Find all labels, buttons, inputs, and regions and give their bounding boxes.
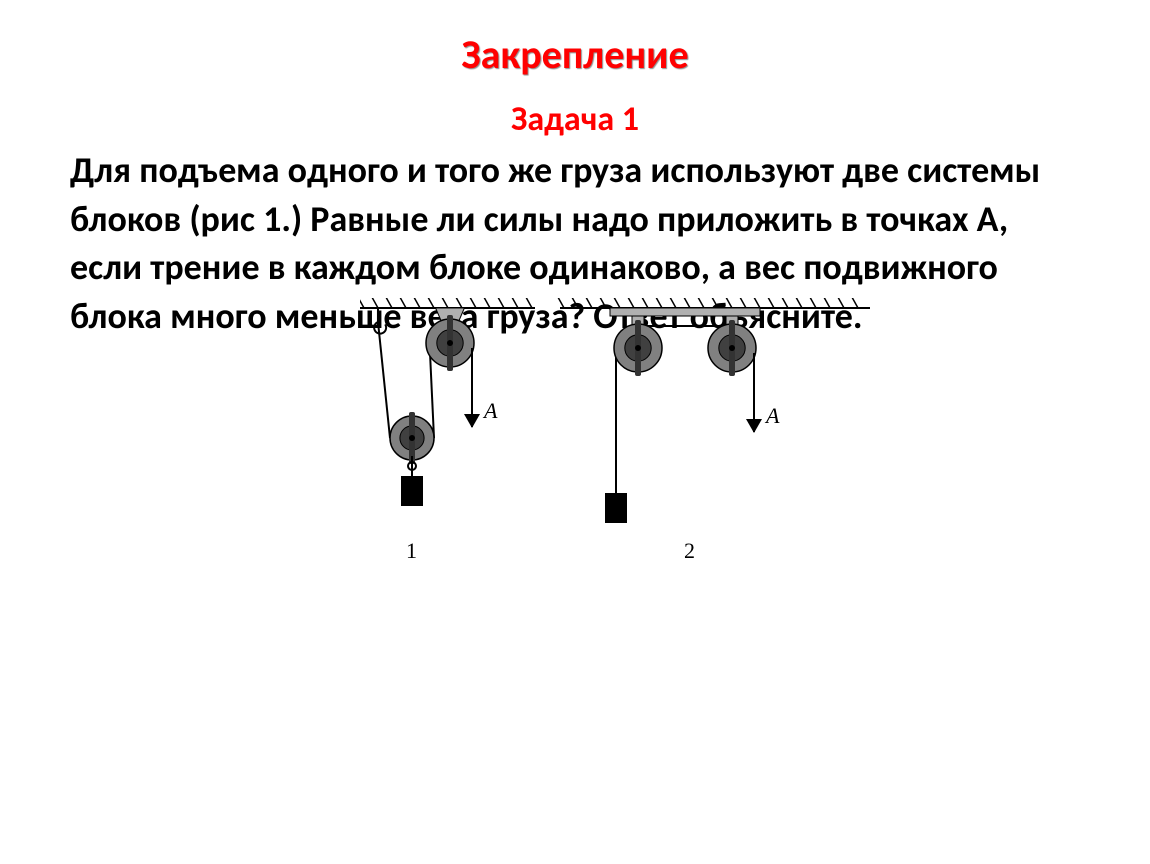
pulley-figure: A 1 A 2 bbox=[360, 298, 880, 578]
task-title: Задача 1 bbox=[70, 99, 1080, 140]
svg-text:2: 2 bbox=[684, 538, 695, 563]
svg-text:1: 1 bbox=[406, 538, 417, 563]
pulley-figure-container: A 1 A 2 bbox=[70, 298, 1080, 578]
svg-text:A: A bbox=[482, 398, 498, 423]
section-title: Закрепление bbox=[70, 30, 1080, 79]
svg-text:A: A bbox=[764, 403, 780, 428]
